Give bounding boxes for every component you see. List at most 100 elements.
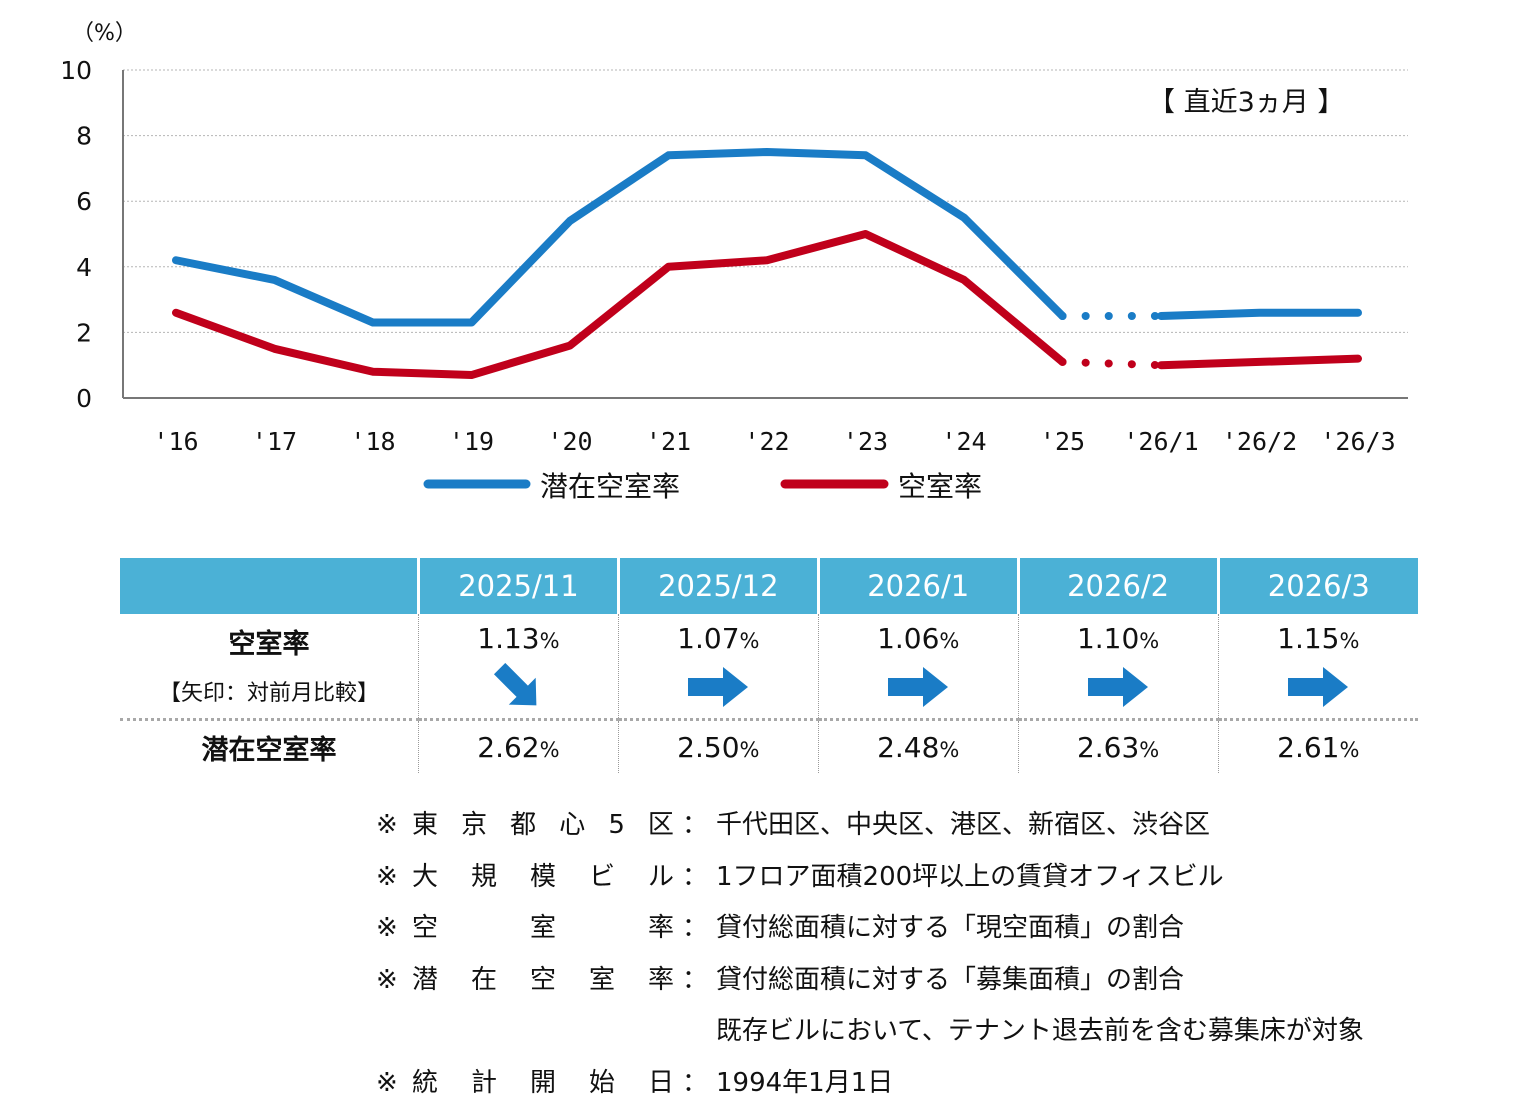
- arrow-right-icon: [1288, 667, 1349, 707]
- note-description: 貸付総面積に対する「現空面積」の割合: [716, 913, 1185, 943]
- note-term-char: 率: [647, 964, 674, 995]
- note-term-char: 模: [529, 861, 556, 892]
- note-line: ※ 東京都心 5 区： 千代田区、中央区、港区、新宿区、渋谷区: [376, 800, 1364, 852]
- note-term-char: 空: [529, 964, 556, 995]
- note-colon: ：: [681, 810, 708, 840]
- percent-unit: %: [539, 629, 560, 653]
- note-mark: ※: [376, 810, 398, 840]
- arrow-right-icon: [1088, 667, 1149, 707]
- y-tick-labels: 0 2 4 6 8 10: [60, 56, 92, 413]
- note-indent: [376, 1006, 716, 1058]
- note-term-char: 心: [559, 810, 586, 840]
- percent-unit: %: [1339, 629, 1360, 653]
- potential-vacancy-value: 2.50: [677, 730, 740, 764]
- table-cell: 2.62%: [418, 719, 619, 773]
- x-tick-label: '23: [843, 427, 888, 456]
- table-cell: 2.50%: [617, 719, 819, 773]
- table-cell: 1.10%: [1017, 614, 1219, 721]
- note-term-char: 規: [470, 861, 497, 892]
- x-tick-label: '17: [252, 427, 297, 456]
- table-cell: 2.63%: [1017, 719, 1219, 773]
- series-line-recent: [1157, 354, 1362, 370]
- note-description: 既存ビルにおいて、テナント退去前を含む募集床が対象: [716, 1016, 1364, 1046]
- table-header-month: 2026/2: [1016, 558, 1219, 614]
- y-tick-label: 4: [76, 253, 92, 282]
- arrow-right-icon: [888, 667, 949, 707]
- series-line-recent: [1157, 308, 1362, 320]
- note-mark: ※: [376, 1067, 398, 1098]
- percent-unit: %: [939, 629, 960, 653]
- note-term-char: 率: [647, 913, 674, 943]
- y-tick-label: 8: [76, 122, 92, 151]
- note-term-char: 室: [529, 913, 556, 943]
- note-line: ※ 空 室 率： 貸付総面積に対する「現空面積」の割合: [376, 903, 1364, 955]
- percent-unit: %: [1139, 737, 1160, 762]
- note-term-char: 室: [588, 964, 615, 995]
- series-gap-dotted-connector: [1058, 357, 1165, 370]
- note-term-char: 大: [412, 861, 439, 892]
- row-sublabel-arrow-note: 【矢印：対前月比較】: [158, 681, 379, 706]
- note-mark: ※: [376, 861, 398, 892]
- series-line-historical: [172, 148, 1067, 327]
- table-header-row: 2025/11 2025/12 2026/1 2026/2 2026/3: [120, 558, 1418, 614]
- table-row-vacancy: 空室率 【矢印：対前月比較】 1.13% 1.07% 1.06% 1.10% 1…: [120, 614, 1418, 721]
- x-tick-label: '16: [153, 427, 198, 456]
- table-header-month: 2026/1: [816, 558, 1019, 614]
- table-cell: 2.48%: [817, 719, 1019, 773]
- note-term-char: 日: [647, 1067, 674, 1098]
- arrow-down-right-icon: [494, 663, 537, 706]
- percent-unit: %: [1339, 737, 1360, 762]
- percent-unit: %: [1139, 629, 1160, 653]
- table-cell: 1.13%: [418, 614, 619, 721]
- y-axis-unit-label: （%）: [72, 21, 137, 46]
- y-tick-label: 6: [76, 187, 92, 216]
- note-term-char: 区: [647, 810, 674, 840]
- note-term: 潜在 空 室 率: [412, 955, 674, 1007]
- x-tick-label: '22: [744, 427, 789, 456]
- note-term: 大規 模 ビ ル: [412, 852, 674, 904]
- x-tick-label: '19: [449, 427, 494, 456]
- note-term-char: ビ: [588, 861, 615, 892]
- arrow-right-icon: [688, 667, 749, 707]
- legend-label-vacancy: 空室率: [898, 470, 982, 503]
- table-header-corner: [120, 558, 419, 614]
- note-term-char: 東: [412, 810, 439, 840]
- row-label-cell: 潜在空室率: [120, 720, 419, 774]
- note-description: 千代田区、中央区、港区、新宿区、渋谷区: [716, 810, 1211, 840]
- note-colon: ：: [681, 913, 708, 943]
- note-term-char: ル: [647, 861, 674, 892]
- note-term-char: 潜: [412, 964, 439, 995]
- row-label-vacancy: 空室率: [228, 629, 310, 660]
- note-term-char: 統: [412, 1067, 439, 1098]
- x-tick-labels: '16 '17 '18 '19 '20 '21 '22 '23 '24 '25 '26/1 '26/2…: [153, 427, 1395, 456]
- table-header-month: 2025/12: [616, 558, 819, 614]
- series-lines: [172, 148, 1362, 380]
- table-header-month: 2025/11: [417, 558, 619, 614]
- table-cell: 2.61%: [1217, 719, 1418, 773]
- y-tick-label: 10: [60, 56, 92, 85]
- note-colon: ：: [681, 861, 708, 892]
- note-description: 貸付総面積に対する「募集面積」の割合: [716, 964, 1185, 995]
- x-tick-label: '25: [1040, 427, 1085, 456]
- table-cell: 1.07%: [617, 614, 819, 721]
- vacancy-value: 1.13: [477, 622, 540, 655]
- note-term: 空室率: [412, 903, 674, 955]
- y-tick-label: 0: [76, 384, 92, 413]
- note-colon: ：: [681, 1067, 708, 1098]
- note-line: ※ 潜在 空 室 率： 貸付総面積に対する「募集面積」の割合: [376, 955, 1364, 1007]
- note-line: ※ 大規 模 ビ ル： 1フロア面積200坪以上の賃貸オフィスビル: [376, 852, 1364, 904]
- vacancy-value: 1.15: [1277, 622, 1340, 655]
- note-term: 統計 開 始 日: [412, 1058, 674, 1110]
- row-label-potential-vacancy: 潜在空室率: [201, 734, 337, 766]
- note-term-char: 京: [461, 810, 488, 840]
- note-term-char: 都: [510, 810, 537, 840]
- percent-unit: %: [739, 629, 760, 653]
- note-mark: ※: [376, 913, 398, 943]
- note-mark: ※: [376, 964, 398, 995]
- potential-vacancy-value: 2.61: [1277, 730, 1340, 764]
- vacancy-value: 1.10: [1076, 622, 1140, 655]
- note-description: 1994年1月1日: [716, 1067, 894, 1098]
- legend: 潜在空室率 空室率: [423, 470, 982, 503]
